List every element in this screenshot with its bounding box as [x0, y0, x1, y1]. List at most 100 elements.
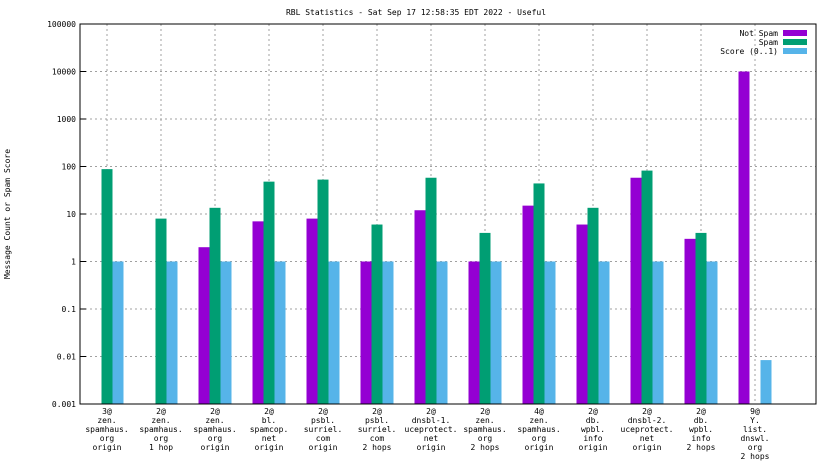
- x-tick-label: db.: [694, 416, 708, 425]
- bar-score: [112, 261, 124, 404]
- bar-spam: [263, 181, 275, 404]
- x-tick-label: list.: [743, 425, 767, 434]
- x-tick-label: psbl.: [365, 416, 389, 425]
- bar-not-spam: [738, 71, 750, 404]
- x-tick-label: origin: [309, 443, 338, 452]
- x-tick-label: origin: [417, 443, 446, 452]
- x-tick-label: org: [208, 434, 223, 443]
- x-tick-label: 2@: [426, 407, 436, 416]
- y-tick-label: 100000: [47, 20, 76, 29]
- y-tick-label: 100: [62, 163, 77, 172]
- bar-not-spam: [576, 224, 588, 404]
- x-tick-label: 2@: [480, 407, 490, 416]
- x-tick-label: db.: [586, 416, 600, 425]
- x-tick-label: Y.: [750, 416, 760, 425]
- x-tick-label: zen.: [529, 416, 548, 425]
- bar-score: [598, 261, 610, 404]
- x-tick-label: spamhaus.: [463, 425, 506, 434]
- bar-not-spam: [198, 247, 210, 404]
- x-tick-label: com: [316, 434, 331, 443]
- y-axis-label: Message Count or Spam Score: [3, 149, 12, 279]
- bar-spam: [479, 232, 491, 404]
- x-tick-label: org: [748, 443, 763, 452]
- y-tick-label: 10000: [52, 68, 76, 77]
- bar-spam: [587, 207, 599, 404]
- legend-label: Score (0..1): [720, 47, 778, 56]
- x-tick-label: 4@: [534, 407, 544, 416]
- x-tick-label: 2@: [372, 407, 382, 416]
- x-tick-label: 2 hops: [471, 443, 500, 452]
- x-tick-label: uceprotect.: [621, 425, 674, 434]
- x-tick-label: 2 hops: [687, 443, 716, 452]
- x-tick-label: spamcop.: [250, 425, 289, 434]
- x-tick-label: org: [478, 434, 493, 443]
- bar-score: [328, 261, 340, 404]
- bar-score: [436, 261, 448, 404]
- x-tick-label: org: [532, 434, 547, 443]
- y-tick-label: 1: [71, 258, 76, 267]
- x-tick-label: uceprotect.: [405, 425, 458, 434]
- x-tick-label: zen.: [205, 416, 224, 425]
- bar-score: [652, 261, 664, 404]
- x-tick-label: surriel.: [304, 425, 343, 434]
- bar-spam: [101, 169, 113, 404]
- bar-not-spam: [630, 177, 642, 404]
- x-tick-label: wpbl.: [689, 425, 713, 434]
- x-tick-label: 2@: [588, 407, 598, 416]
- x-tick-label: 2@: [318, 407, 328, 416]
- x-tick-label: 1 hop: [149, 443, 173, 452]
- x-tick-label: 2 hops: [363, 443, 392, 452]
- bar-not-spam: [522, 205, 534, 404]
- x-tick-label: 9@: [750, 407, 760, 416]
- chart-title: RBL Statistics - Sat Sep 17 12:58:35 EDT…: [286, 8, 546, 17]
- bar-not-spam: [360, 261, 372, 404]
- bar-spam: [371, 224, 383, 404]
- x-tick-label: net: [640, 434, 655, 443]
- x-tick-label: dnsbl-1.: [412, 416, 451, 425]
- x-tick-label: psbl.: [311, 416, 335, 425]
- bar-score: [166, 261, 178, 404]
- x-tick-label: origin: [255, 443, 284, 452]
- bar-spam: [641, 170, 653, 404]
- bar-score: [544, 261, 556, 404]
- x-tick-label: 2@: [210, 407, 220, 416]
- bar-not-spam: [306, 218, 318, 404]
- x-tick-label: spamhaus.: [193, 425, 236, 434]
- x-tick-label: spamhaus.: [85, 425, 128, 434]
- x-tick-label: 3@: [102, 407, 112, 416]
- x-tick-label: info: [583, 434, 602, 443]
- x-tick-label: bl.: [262, 416, 276, 425]
- x-tick-label: origin: [633, 443, 662, 452]
- bar-not-spam: [414, 210, 426, 404]
- x-tick-label: 2@: [156, 407, 166, 416]
- bar-score: [382, 261, 394, 404]
- x-tick-label: 2@: [642, 407, 652, 416]
- y-tick-label: 10: [66, 210, 76, 219]
- bar-not-spam: [252, 221, 264, 404]
- y-tick-label: 0.1: [62, 305, 77, 314]
- x-tick-label: info: [691, 434, 710, 443]
- plot-frame: [79, 23, 817, 405]
- bar-spam: [317, 179, 329, 404]
- bar-score: [490, 261, 502, 404]
- bar-spam: [209, 207, 221, 404]
- y-tick-label: 0.01: [57, 353, 76, 362]
- x-tick-label: net: [424, 434, 439, 443]
- bar-score: [706, 261, 718, 404]
- x-tick-label: net: [262, 434, 277, 443]
- x-tick-label: origin: [201, 443, 230, 452]
- bar-score: [274, 261, 286, 404]
- x-tick-label: origin: [525, 443, 554, 452]
- x-tick-label: surriel.: [358, 425, 397, 434]
- x-tick-label: zen.: [97, 416, 116, 425]
- x-tick-label: zen.: [475, 416, 494, 425]
- bar-score: [220, 261, 232, 404]
- bar-score: [760, 360, 772, 404]
- bar-not-spam: [468, 261, 480, 404]
- legend-label: Spam: [759, 38, 778, 47]
- x-tick-label: zen.: [151, 416, 170, 425]
- legend-label: Not Spam: [739, 29, 778, 38]
- bar-spam: [155, 218, 167, 404]
- x-tick-label: spamhaus.: [517, 425, 560, 434]
